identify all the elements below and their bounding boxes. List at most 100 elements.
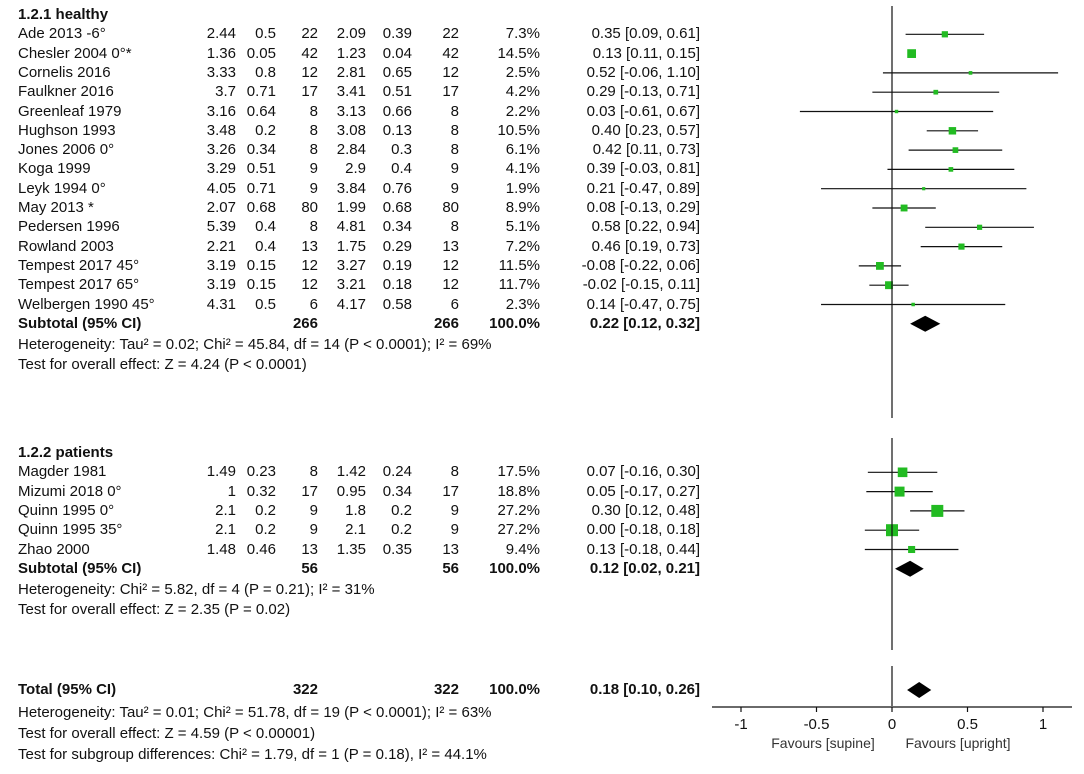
- study-m2: 2.09: [336, 25, 366, 43]
- study-ci-text: 0.07 [-0.16, 0.30]: [586, 463, 700, 481]
- study-sd2: 0.4: [391, 160, 412, 178]
- study-n1: 80: [301, 199, 318, 216]
- study-m1: 3.19: [206, 276, 236, 294]
- study-n1: 8: [309, 218, 318, 236]
- subtotal-ci: 0.22 [0.12, 0.32]: [589, 314, 700, 332]
- study-m1: 3.19: [206, 256, 236, 274]
- point-estimate-marker: [907, 49, 917, 58]
- study-weight: 5.1%: [505, 218, 540, 236]
- subtotal-diamond: [910, 315, 941, 332]
- study-name: Quinn 1995 35°: [18, 521, 123, 539]
- study-n2: 12: [442, 63, 459, 81]
- study-n2: 13: [442, 237, 459, 255]
- study-sd1: 0.71: [246, 179, 276, 197]
- study-n2: 8: [450, 141, 459, 159]
- study-name: Koga 1999: [18, 160, 91, 178]
- study-name: Hughson 1993: [18, 121, 116, 139]
- study-n2: 8: [450, 121, 459, 139]
- study-m1: 3.48: [206, 121, 236, 139]
- study-ci-text: 0.30 [0.12, 0.48]: [591, 501, 700, 519]
- study-name: Zhao 2000: [18, 540, 90, 558]
- subtotal-weight: 100.0%: [489, 314, 540, 332]
- study-n1: 12: [301, 256, 318, 274]
- study-n2: 42: [442, 44, 459, 62]
- total-label: Total (95% CI): [18, 681, 117, 698]
- study-weight: 6.1%: [505, 141, 540, 159]
- study-n1: 8: [309, 102, 318, 120]
- study-sd2: 0.35: [382, 540, 412, 558]
- study-ci-text: 0.08 [-0.13, 0.29]: [586, 199, 700, 216]
- study-n1: 6: [309, 295, 318, 313]
- study-sd2: 0.29: [382, 237, 412, 255]
- subtotal-diamond: [895, 560, 924, 577]
- study-m2: 4.17: [336, 295, 366, 313]
- study-sd2: 0.24: [382, 463, 412, 481]
- study-weight: 7.3%: [505, 25, 540, 43]
- total-n1: 322: [292, 681, 318, 698]
- total-weight: 100.0%: [489, 681, 540, 698]
- total-ci: 0.18 [0.10, 0.26]: [589, 681, 700, 698]
- study-n2: 9: [450, 521, 459, 539]
- study-n2: 9: [450, 179, 459, 197]
- study-ci-text: 0.40 [0.23, 0.57]: [591, 121, 700, 139]
- study-sd1: 0.51: [246, 160, 276, 178]
- x-tick-label: 0: [888, 716, 896, 733]
- study-m2: 2.9: [345, 160, 366, 178]
- subtotal-label: Subtotal (95% CI): [18, 559, 142, 577]
- subtotal-ci: 0.12 [0.02, 0.21]: [589, 559, 700, 577]
- study-sd1: 0.15: [246, 276, 276, 294]
- study-name: Pedersen 1996: [18, 218, 120, 236]
- study-ci-text: 0.13 [0.11, 0.15]: [592, 44, 700, 62]
- study-n1: 42: [301, 44, 318, 62]
- study-ci-text: 0.29 [-0.13, 0.71]: [586, 83, 700, 101]
- x-tick-label: -1: [734, 716, 747, 733]
- point-estimate-marker: [885, 281, 893, 290]
- study-sd1: 0.2: [255, 121, 276, 139]
- study-ci-text: 0.58 [0.22, 0.94]: [591, 218, 700, 236]
- study-name: Tempest 2017 65°: [18, 276, 140, 294]
- point-estimate-marker: [952, 147, 959, 153]
- study-m2: 3.84: [336, 179, 366, 197]
- study-sd2: 0.68: [382, 199, 412, 216]
- study-sd1: 0.05: [246, 44, 276, 62]
- study-m1: 4.31: [206, 295, 236, 313]
- study-n1: 9: [309, 160, 318, 178]
- study-n1: 8: [309, 141, 318, 159]
- point-estimate-marker: [968, 71, 973, 75]
- study-sd1: 0.46: [246, 540, 276, 558]
- study-n2: 9: [450, 160, 459, 178]
- study-n1: 9: [309, 179, 318, 197]
- study-ci-text: -0.08 [-0.22, 0.06]: [581, 256, 700, 274]
- study-n2: 12: [442, 276, 459, 294]
- study-sd2: 0.76: [382, 179, 412, 197]
- study-sd1: 0.8: [255, 63, 276, 81]
- study-m2: 3.21: [336, 276, 366, 294]
- study-name: Greenleaf 1979: [18, 102, 122, 120]
- study-ci-text: -0.02 [-0.15, 0.11]: [582, 276, 700, 294]
- study-weight: 17.5%: [497, 463, 540, 481]
- study-weight: 4.1%: [505, 160, 540, 178]
- study-n1: 12: [301, 63, 318, 81]
- overall-effect-text: Test for overall effect: Z = 2.35 (P = 0…: [18, 601, 291, 619]
- point-estimate-marker: [897, 467, 908, 478]
- study-ci-text: 0.52 [-0.06, 1.10]: [586, 63, 700, 81]
- study-n1: 8: [309, 463, 318, 481]
- study-m1: 3.29: [206, 160, 236, 178]
- study-weight: 11.7%: [498, 276, 540, 294]
- study-weight: 27.2%: [497, 521, 540, 539]
- study-ci-text: 0.14 [-0.47, 0.75]: [586, 295, 700, 313]
- study-sd2: 0.18: [382, 276, 412, 294]
- study-m1: 1.49: [206, 463, 236, 481]
- study-sd2: 0.2: [391, 521, 412, 539]
- study-weight: 10.5%: [497, 121, 540, 139]
- study-sd1: 0.2: [255, 501, 276, 519]
- study-n2: 8: [450, 218, 459, 236]
- study-sd2: 0.13: [382, 121, 412, 139]
- overall-effect-text: Test for overall effect: Z = 4.24 (P < 0…: [18, 356, 307, 374]
- study-ci-text: 0.39 [-0.03, 0.81]: [586, 160, 700, 178]
- study-sd1: 0.4: [255, 237, 276, 255]
- study-n2: 9: [450, 501, 459, 519]
- study-sd2: 0.58: [382, 295, 412, 313]
- subtotal-n2: 266: [433, 314, 459, 332]
